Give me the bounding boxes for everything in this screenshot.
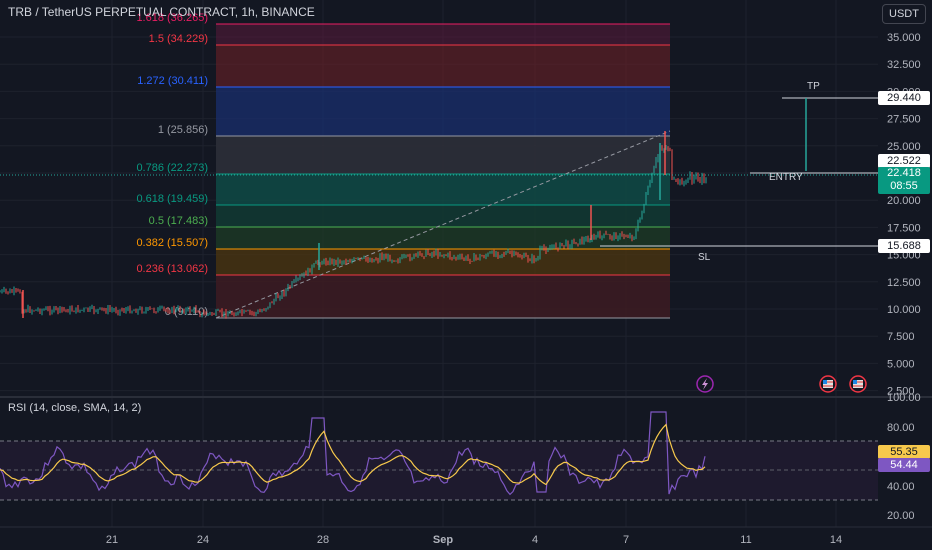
price-axis-label: 32.500 [887,59,921,71]
fib-label-0382: 0.382 (15.507) [136,237,208,249]
fib-label-0618: 0.618 (19.459) [136,193,208,205]
rsi-axis-100: 100.00 [887,392,921,404]
rsi-value-tag: 55.35 [878,445,930,459]
rsi-sma-value-tag: 54.44 [878,458,930,472]
time-label-11: 11 [740,534,751,546]
fib-label-05: 0.5 (17.483) [149,215,208,227]
rsi-axis-80: 80.00 [887,422,915,434]
time-label-24: 24 [197,534,209,546]
currency-button[interactable]: USDT [882,4,926,24]
position-drawing[interactable] [0,97,878,247]
price-axis-label: 7.500 [887,331,915,343]
us-flag-event-icon[interactable] [819,375,837,393]
price-axis-label: 2.500 [887,386,915,398]
time-label-4: 4 [532,534,538,546]
time-label-sep: Sep [433,534,453,546]
fib-label-0786: 0.786 (22.273) [136,162,208,174]
entry-price-tag: 22.522 [878,154,930,168]
time-label-28: 28 [317,534,329,546]
rsi-indicator-title[interactable]: RSI (14, close, SMA, 14, 2) [8,402,142,414]
price-candles [0,131,707,319]
tp-price-tag: 29.440 [878,91,930,105]
time-axis[interactable]: 21 24 28 Sep 4 7 11 14 [106,534,842,546]
sl-price-tag: 15.688 [878,239,930,253]
lightning-icon[interactable] [696,375,714,393]
sl-label[interactable]: SL [698,252,711,263]
rsi-sma-line [0,423,706,486]
price-axis-label: 35.000 [887,32,921,44]
entry-label[interactable]: ENTRY [769,172,803,183]
price-axis-label: 27.500 [887,114,921,126]
time-label-21: 21 [106,534,118,546]
price-axis-label: 12.500 [887,277,921,289]
price-axis-label: 10.000 [887,304,921,316]
fib-label-0236: 0.236 (13.062) [136,263,208,275]
time-label-14: 14 [830,534,842,546]
price-axis-label: 20.000 [887,195,921,207]
fibonacci-retracement[interactable] [215,23,671,319]
price-axis-label: 5.000 [887,358,915,370]
us-flag-event-icon-2[interactable] [849,375,867,393]
fib-label-1272: 1.272 (30.411) [137,75,208,87]
rsi-line [0,411,706,496]
rsi-pane[interactable] [0,411,878,501]
price-axis-label: 25.000 [887,141,921,153]
current-price-tag: 22.418 08:55 [878,167,930,194]
rsi-axis-20: 20.00 [887,510,915,522]
bar-countdown: 08:55 [890,180,918,192]
tp-label[interactable]: TP [807,81,820,92]
fib-label-1618: 1.618 (36.265) [136,12,208,24]
fib-label-1: 1 (25.856) [158,124,208,136]
fib-label-15: 1.5 (34.229) [149,33,208,45]
current-price-value: 22.418 [887,167,921,179]
rsi-axis-40: 40.00 [887,481,915,493]
symbol-title[interactable]: TRB / TetherUS PERPETUAL CONTRACT, 1h, B… [8,5,315,19]
time-label-7: 7 [623,534,629,546]
price-axis[interactable]: 35.00032.50030.00027.50025.00022.50020.0… [887,32,921,398]
price-axis-label: 17.500 [887,222,921,234]
rsi-axis[interactable]: 100.00 80.00 40.00 20.00 [887,392,921,522]
